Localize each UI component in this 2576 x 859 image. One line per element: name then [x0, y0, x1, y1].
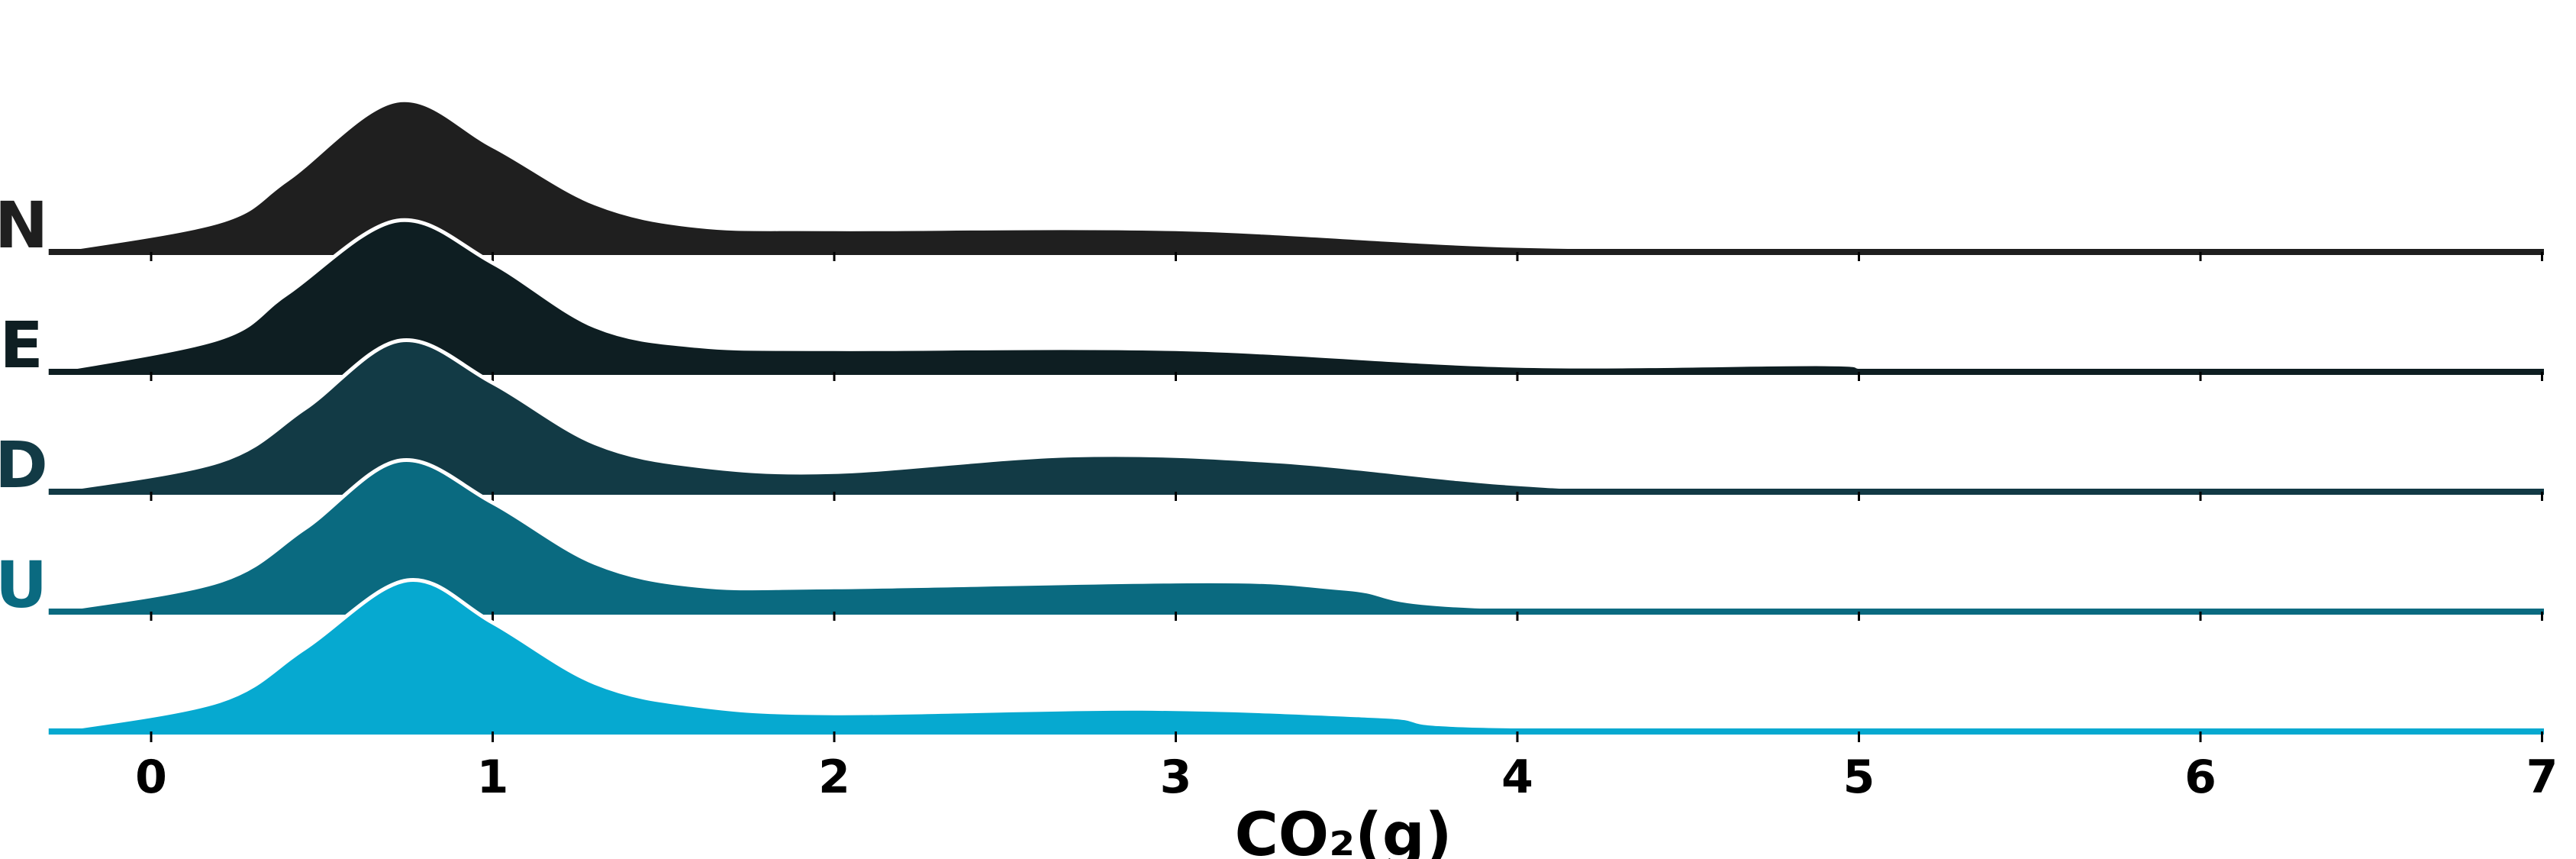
- ridge-outline: [48, 337, 2542, 494]
- row-label-u: U: [0, 547, 47, 622]
- x-tick-label: 6: [2184, 751, 2217, 804]
- row-label-e: E: [0, 308, 44, 383]
- x-tick-label: 0: [135, 751, 167, 804]
- ridge-unlabeled: [48, 577, 2544, 735]
- ridge-area: [48, 580, 2542, 731]
- ridge-area: [48, 460, 2542, 612]
- ridge-outline: [48, 218, 2542, 374]
- ridge-n: N: [0, 98, 2544, 263]
- ridge-area: [48, 340, 2542, 492]
- x-tick-label: 5: [1843, 751, 1875, 804]
- x-tick-label: 1: [477, 751, 509, 804]
- ridge-outline: [48, 98, 2542, 254]
- x-axis-label: CO₂(g): [1235, 801, 1452, 859]
- ridge-area: [48, 100, 2542, 252]
- ridge-area: [48, 220, 2542, 372]
- ridge-outline: [48, 577, 2542, 734]
- x-tick-label: 3: [1160, 751, 1192, 804]
- x-tick-label: 4: [1501, 751, 1533, 804]
- x-axis-ticks: 0 1 2 3 4 5 6 7: [135, 731, 2558, 804]
- x-tick-label: 7: [2526, 751, 2558, 804]
- row-label-n: N: [0, 188, 48, 263]
- x-tick-label: 2: [818, 751, 850, 804]
- row-label-d: D: [0, 428, 48, 502]
